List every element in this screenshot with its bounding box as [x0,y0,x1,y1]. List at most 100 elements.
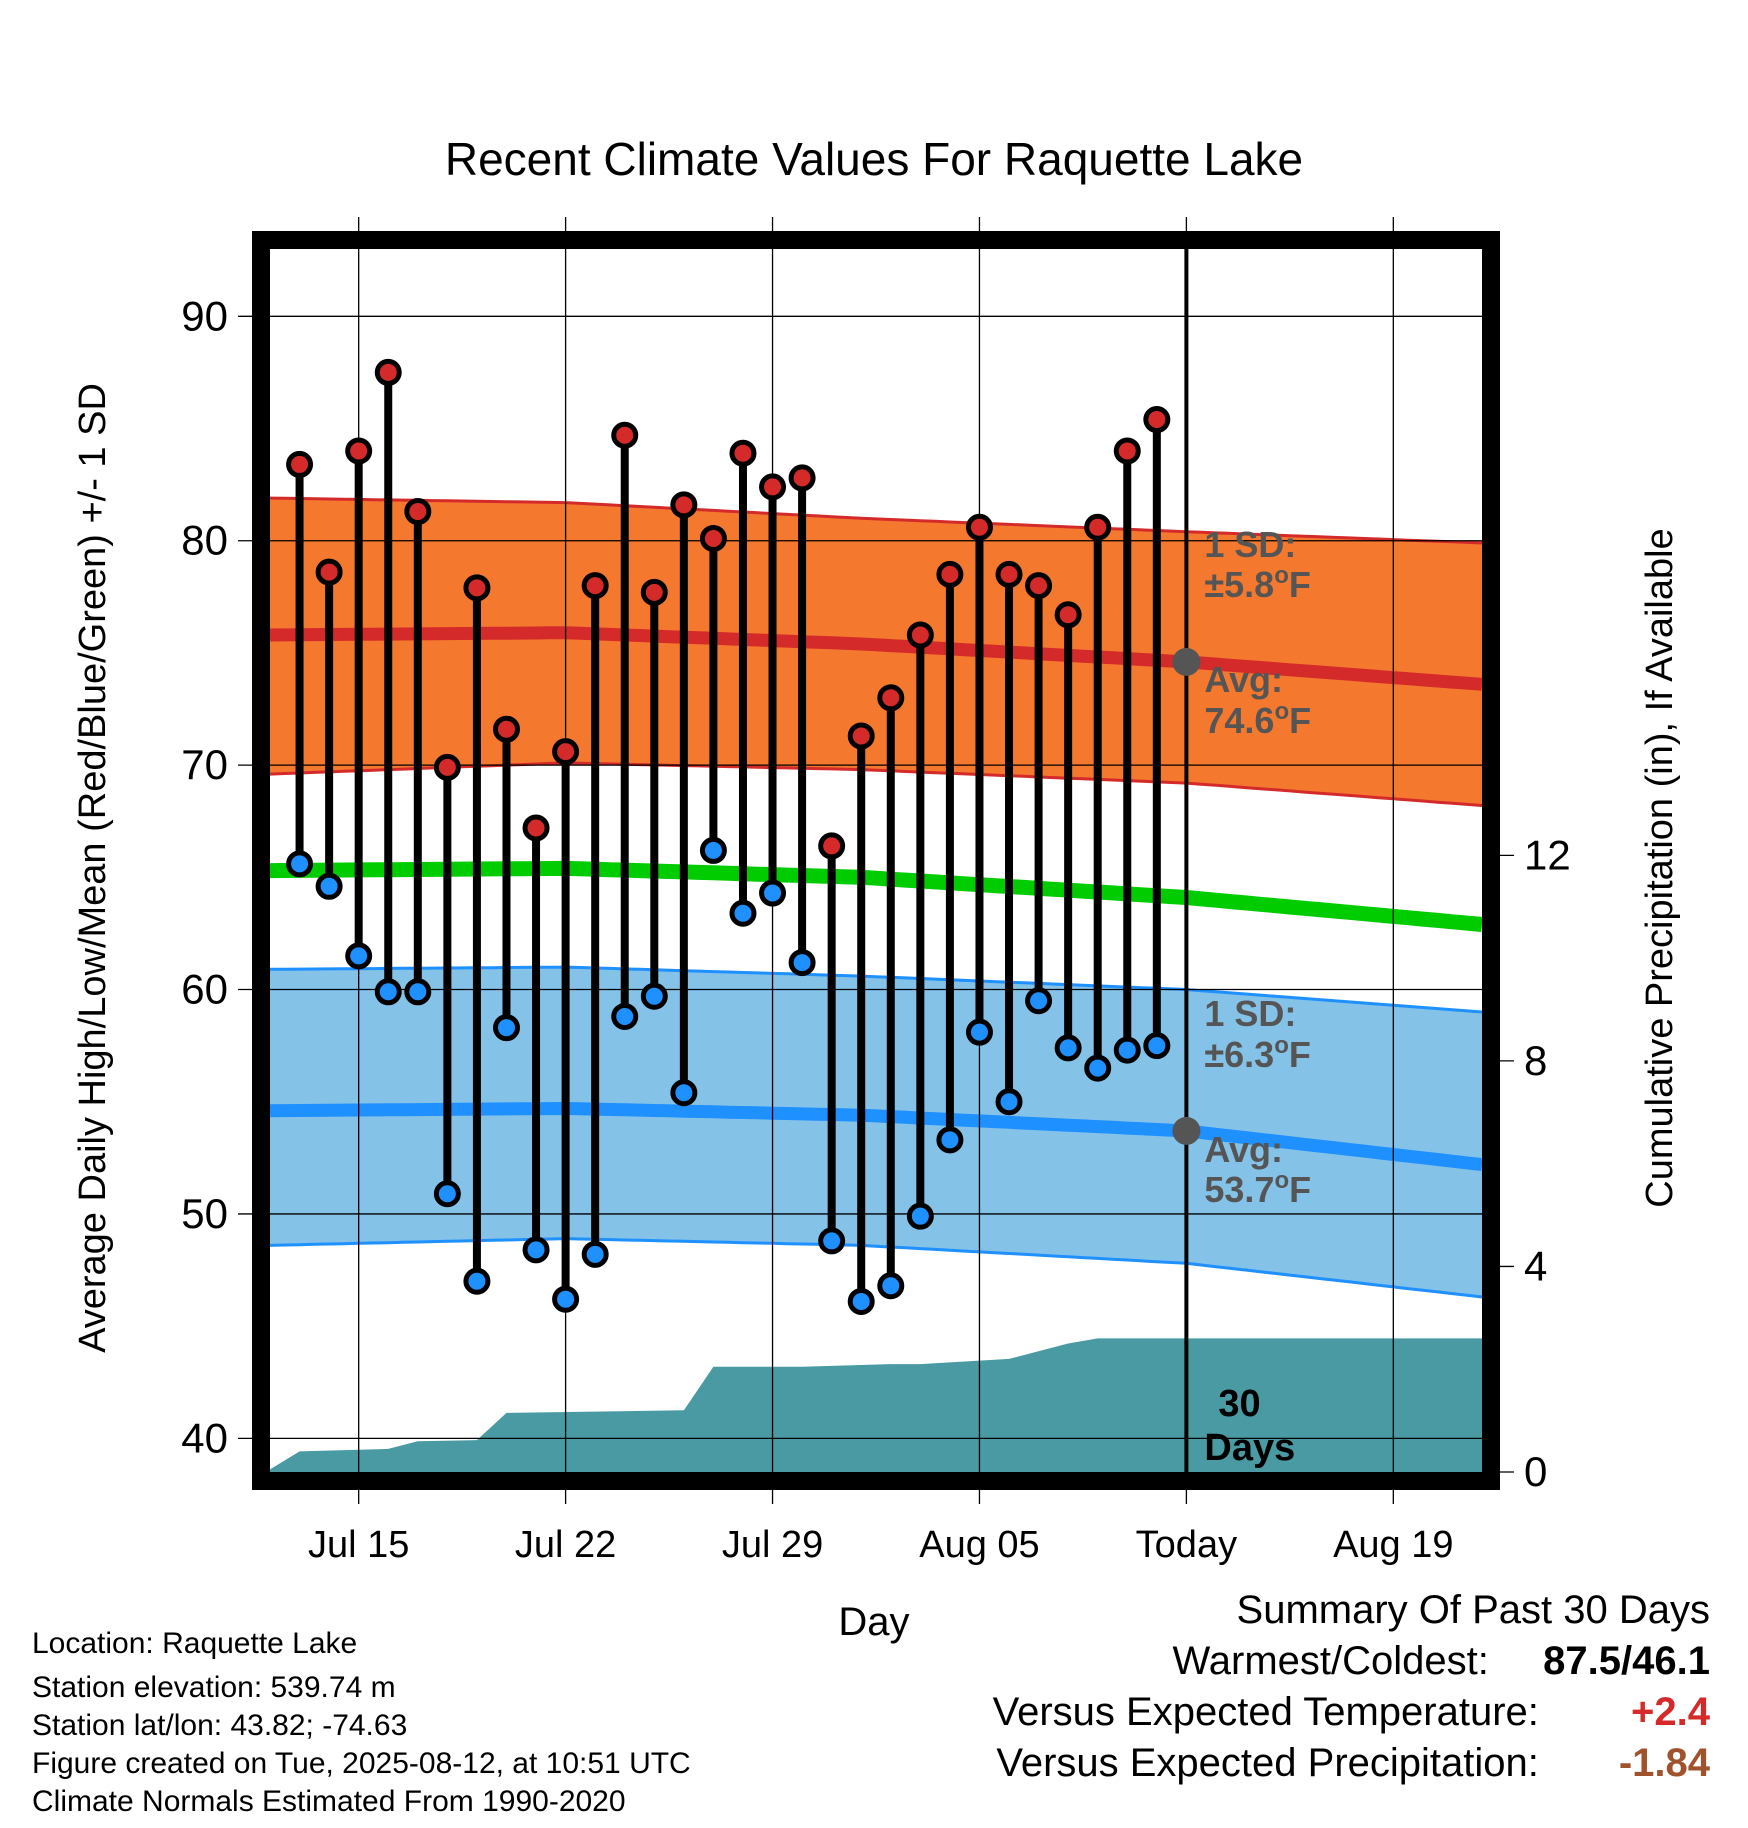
daily-low-point [995,1088,1023,1116]
y2-tick-label: 4 [1524,1242,1547,1289]
daily-high-point [463,574,491,602]
low-avg-marker [1172,1116,1201,1145]
daily-high-point [611,421,639,449]
high-sd-label: 1 SD: [1204,524,1296,565]
y-tick-label: 70 [181,741,228,788]
daily-high-point [404,498,432,526]
y2-tick-label: 12 [1524,831,1571,878]
y-tick-label: 50 [181,1190,228,1237]
daily-low-point [581,1240,609,1268]
daily-low-point [640,982,668,1010]
daily-low-point [286,850,314,878]
daily-high-point [670,491,698,519]
temp-anomaly-value: +2.4 [1631,1690,1710,1734]
y2-axis-label: Cumulative Precipitation (in), If Availa… [1639,528,1681,1207]
daily-high-point [640,578,668,606]
warmest-coldest-row: Warmest/Coldest: 87.5/46.1 [993,1636,1711,1687]
daily-high-point [995,560,1023,588]
temp-anomaly-label: Versus Expected Temperature: [992,1690,1539,1734]
daily-low-point [1084,1054,1112,1082]
daily-high-point [552,738,580,766]
daily-high-point [345,437,373,465]
normal-high-lower-line [269,761,1483,807]
normal-low-avg-line [269,1101,1483,1172]
y2-tick-label: 8 [1524,1037,1547,1084]
plot-frame [252,231,1500,1490]
x-tick-label: Jul 29 [722,1524,823,1566]
daily-low-point [729,899,757,927]
chart-title: Recent Climate Values For Raquette Lake [445,133,1303,185]
daily-low-point [1113,1036,1141,1064]
y-tick-label: 80 [181,517,228,564]
daily-low-point [374,978,402,1006]
daily-high-point [759,473,787,501]
warmest-coldest-label: Warmest/Coldest: [1172,1639,1489,1683]
low-sd-label: 1 SD: [1204,993,1296,1034]
y-tick-label: 40 [181,1414,228,1461]
normal-high-upper-line [269,496,1483,545]
daily-high-point [818,832,846,860]
latlon-text: Station lat/lon: 43.82; -74.63 [32,1709,408,1742]
y-axis-label: Average Daily High/Low/Mean (Red/Blue/Gr… [72,383,114,1353]
daily-high-point [315,558,343,586]
daily-low-point [1143,1032,1171,1060]
daily-high-point [1113,437,1141,465]
daily-high-point [1084,513,1112,541]
daily-low-point [699,836,727,864]
daily-high-point [877,684,905,712]
daily-high-point [965,513,993,541]
daily-high-point [847,722,875,750]
y-tick-label: 60 [181,966,228,1013]
precip-anomaly-label: Versus Expected Precipitation: [996,1741,1539,1785]
low-avg-value: 53.7oF [1204,1167,1311,1210]
daily-low-point [965,1018,993,1046]
normal-mean-line [269,860,1483,932]
x-tick-label: Aug 19 [1333,1524,1453,1566]
daily-low-point [670,1079,698,1107]
daily-high-point [581,572,609,600]
daily-low-point [522,1236,550,1264]
daily-low-point [463,1267,491,1295]
daily-low-point [936,1126,964,1154]
daily-high-point [936,560,964,588]
x-tick-label: Jul 15 [308,1524,409,1566]
y2-tick-label: 0 [1524,1448,1547,1495]
daily-high-point [788,464,816,492]
normal-low-lower-line [269,1237,1483,1299]
daily-high-point [1025,572,1053,600]
precip-anomaly-value: -1.84 [1618,1741,1710,1785]
high-avg-value: 74.6oF [1204,698,1311,741]
created-text: Figure created on Tue, 2025-08-12, at 10… [32,1747,691,1780]
normal-low-upper-line [269,965,1483,1014]
daily-high-point [906,621,934,649]
daily-low-point [759,879,787,907]
daily-low-point [315,872,343,900]
daily-low-point [818,1227,846,1255]
high-avg-label: Avg: [1204,659,1283,700]
low-avg-label: Avg: [1204,1129,1283,1170]
daily-high-point [374,358,402,386]
y-tick-label: 90 [181,292,228,339]
daily-low-point [611,1002,639,1030]
temp-anomaly-row: Versus Expected Temperature: +2.4 [993,1687,1710,1738]
daily-low-point [1025,987,1053,1015]
daily-high-point [729,439,757,467]
daily-low-point [552,1285,580,1313]
daily-high-point [699,524,727,552]
daily-low-point [492,1014,520,1042]
normals-text: Climate Normals Estimated From 1990-2020 [32,1785,626,1818]
elevation-text: Station elevation: 539.74 m [32,1671,396,1704]
summary-title: Summary Of Past 30 Days [1236,1588,1710,1632]
daily-low-point [345,942,373,970]
daily-low-point [906,1202,934,1230]
daily-low-point [877,1272,905,1300]
daily-low-point [788,949,816,977]
daily-high-point [1054,601,1082,629]
daily-high-point [433,753,461,781]
daily-high-point [492,715,520,743]
x-tick-label: Aug 05 [919,1524,1039,1566]
precip-anomaly-row: Versus Expected Precipitation: -1.84 [993,1738,1710,1789]
daily-low-point [404,978,432,1006]
x-tick-label: Jul 22 [515,1524,616,1566]
daily-low-point [847,1287,875,1315]
